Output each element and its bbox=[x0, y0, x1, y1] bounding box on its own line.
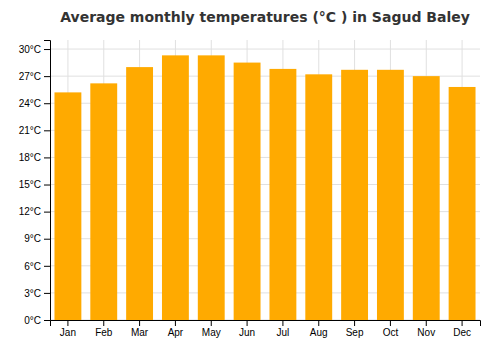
y-tick-mark bbox=[44, 239, 50, 240]
x-tick-label: Feb bbox=[95, 327, 113, 338]
x-tick-mark bbox=[175, 320, 176, 326]
x-tick-mark bbox=[354, 320, 355, 326]
y-tick-mark bbox=[44, 266, 50, 267]
y-axis-line bbox=[44, 41, 51, 321]
x-tick: Sep bbox=[346, 320, 364, 338]
x-tick-label: Sep bbox=[346, 327, 364, 338]
x-tick: Dec bbox=[453, 320, 471, 338]
bars bbox=[54, 55, 475, 320]
bar bbox=[269, 69, 296, 320]
y-tick-mark bbox=[44, 130, 50, 131]
y-tick-mark bbox=[44, 157, 50, 158]
bar bbox=[341, 70, 368, 320]
bar bbox=[126, 67, 153, 320]
y-tick-mark bbox=[44, 212, 50, 213]
x-tick-label: Aug bbox=[310, 327, 328, 338]
y-tick-label: 30°C bbox=[19, 44, 41, 55]
y-tick: 0°C bbox=[24, 315, 50, 326]
x-tick: Aug bbox=[310, 320, 328, 338]
x-tick: Oct bbox=[383, 320, 399, 338]
x-axis: Jan Feb Mar Apr May Jun Jul Aug Sep Oct Nov Dec bbox=[51, 320, 481, 338]
x-tick-mark bbox=[67, 320, 68, 326]
y-axis: 0°C 3°C 6°C 9°C 12°C 15°C 18°C 21°C 24°C 27°C 30°C bbox=[19, 41, 51, 326]
x-tick-mark bbox=[247, 320, 248, 326]
x-tick: Jun bbox=[239, 320, 255, 338]
x-tick: May bbox=[202, 320, 221, 338]
bar bbox=[234, 63, 261, 320]
x-tick-mark bbox=[139, 320, 140, 326]
bar bbox=[54, 92, 81, 320]
x-tick-mark bbox=[318, 320, 319, 326]
x-tick-label: Apr bbox=[168, 327, 184, 338]
y-tick-mark bbox=[44, 320, 50, 321]
y-tick-label: 15°C bbox=[19, 179, 41, 190]
y-tick: 24°C bbox=[19, 98, 50, 109]
y-tick: 9°C bbox=[24, 233, 50, 244]
title: Average monthly temperatures (°C ) in Sa… bbox=[60, 9, 470, 25]
y-tick-label: 24°C bbox=[19, 98, 41, 109]
x-tick: Apr bbox=[168, 320, 184, 338]
plot: 0°C 3°C 6°C 9°C 12°C 15°C 18°C 21°C 24°C 27°C 30°C… bbox=[19, 40, 481, 338]
y-tick-mark bbox=[44, 185, 50, 186]
x-tick: Nov bbox=[417, 320, 435, 338]
y-tick-label: 21°C bbox=[19, 125, 41, 136]
x-tick-mark bbox=[103, 320, 104, 326]
y-tick: 12°C bbox=[19, 206, 50, 217]
bar bbox=[377, 70, 404, 320]
x-axis-line bbox=[51, 321, 481, 327]
y-tick: 27°C bbox=[19, 71, 50, 82]
x-tick-label: Mar bbox=[131, 327, 149, 338]
bar bbox=[90, 83, 117, 320]
chart: 0°C 3°C 6°C 9°C 12°C 15°C 18°C 21°C 24°C 27°C 30°C… bbox=[0, 0, 500, 350]
y-grid-line bbox=[50, 49, 480, 50]
x-tick-label: Oct bbox=[383, 327, 399, 338]
x-tick-label: Jul bbox=[277, 327, 290, 338]
grid bbox=[50, 40, 480, 320]
y-tick-mark bbox=[44, 49, 50, 50]
y-tick: 15°C bbox=[19, 179, 50, 190]
y-tick-mark bbox=[44, 76, 50, 77]
y-tick-mark bbox=[44, 103, 50, 104]
bar bbox=[449, 87, 476, 320]
y-tick-label: 0°C bbox=[24, 315, 41, 326]
y-tick-label: 18°C bbox=[19, 152, 41, 163]
y-tick-label: 27°C bbox=[19, 71, 41, 82]
x-tick-label: Nov bbox=[417, 327, 435, 338]
x-tick-mark bbox=[426, 320, 427, 326]
x-tick-label: Jun bbox=[239, 327, 255, 338]
x-tick: Jan bbox=[60, 320, 76, 338]
y-tick-label: 12°C bbox=[19, 206, 41, 217]
x-tick: Mar bbox=[131, 320, 149, 338]
x-tick-label: Jan bbox=[60, 327, 76, 338]
x-tick-label: Dec bbox=[453, 327, 471, 338]
x-tick: Feb bbox=[95, 320, 113, 338]
y-tick-mark bbox=[44, 293, 50, 294]
x-tick-mark bbox=[390, 320, 391, 326]
y-tick-label: 6°C bbox=[24, 261, 41, 272]
y-tick-label: 9°C bbox=[24, 233, 41, 244]
y-tick: 18°C bbox=[19, 152, 50, 163]
x-tick-mark bbox=[211, 320, 212, 326]
x-tick-mark bbox=[462, 320, 463, 326]
y-tick: 6°C bbox=[24, 261, 50, 272]
y-tick: 21°C bbox=[19, 125, 50, 136]
y-tick: 30°C bbox=[19, 44, 50, 55]
bar bbox=[198, 55, 225, 320]
y-tick: 3°C bbox=[24, 288, 50, 299]
y-tick-label: 3°C bbox=[24, 288, 41, 299]
x-tick-mark bbox=[282, 320, 283, 326]
bar bbox=[162, 55, 189, 320]
x-tick-label: May bbox=[202, 327, 221, 338]
bar bbox=[413, 76, 440, 320]
bar bbox=[305, 74, 332, 320]
x-tick: Jul bbox=[277, 320, 290, 338]
